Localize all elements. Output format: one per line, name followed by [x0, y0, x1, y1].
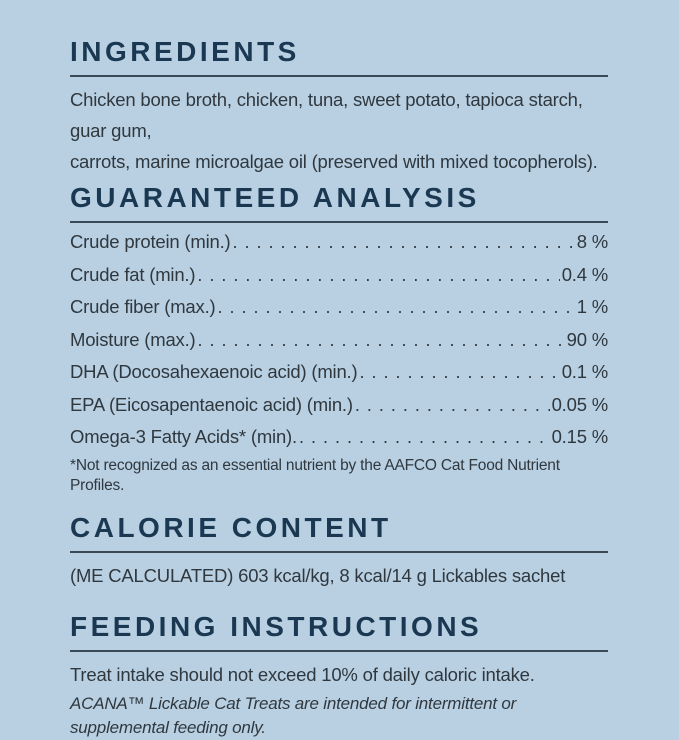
nutrition-label: INGREDIENTS Chicken bone broth, chicken,… — [0, 0, 679, 679]
analysis-label: Crude fiber (max.) — [70, 296, 216, 317]
feeding-instructions-divider — [70, 649, 608, 652]
section-ingredients: INGREDIENTS Chicken bone broth, chicken,… — [70, 38, 608, 177]
dot-leader — [217, 291, 574, 324]
analysis-row: Crude protein (min.) 8 % — [70, 226, 608, 259]
calorie-content-text: (ME CALCULATED) 603 kcal/kg, 8 kcal/14 g… — [70, 564, 566, 586]
guaranteed-analysis-title: GUARANTEED ANALYSIS — [70, 182, 480, 213]
analysis-value: 0.15 % — [551, 426, 609, 447]
feeding-instructions-text: Treat intake should not exceed 10% of da… — [70, 663, 535, 685]
section-feeding-instructions: FEEDING INSTRUCTIONS Treat intake should… — [70, 610, 608, 740]
aafco-footnote: *Not recognized as an essential nutrient… — [70, 456, 560, 494]
analysis-label: DHA (Docosahexaenoic acid) (min.) — [70, 361, 358, 382]
dot-leader — [359, 356, 559, 389]
calorie-content-title: CALORIE CONTENT — [70, 511, 392, 543]
feeding-instructions-title: FEEDING INSTRUCTIONS — [70, 610, 483, 642]
dot-leader — [233, 226, 575, 259]
ingredients-divider — [70, 75, 608, 77]
analysis-row: Moisture (max.) 90 % — [70, 324, 608, 357]
section-calorie-content: CALORIE CONTENT (ME CALCULATED) 603 kcal… — [70, 511, 608, 591]
analysis-row: DHA (Docosahexaenoic acid) (min.) 0.1 % — [70, 356, 608, 389]
dot-leader — [197, 259, 559, 292]
analysis-value: 1 % — [576, 296, 608, 317]
analysis-label: Moisture (max.) — [70, 328, 196, 350]
calorie-content-divider — [70, 550, 608, 553]
supplemental-feeding-note: ACANA™ Lickable Cat Treats are intended … — [70, 693, 517, 737]
analysis-value: 90 % — [566, 328, 609, 350]
analysis-label: Omega-3 Fatty Acids* (min). — [70, 426, 297, 447]
analysis-row: Omega-3 Fatty Acids* (min). 0.15 % — [70, 421, 608, 454]
dot-leader — [299, 421, 550, 454]
analysis-row: Crude fat (min.) 0.4 % — [70, 259, 608, 292]
ingredients-title: INGREDIENTS — [70, 36, 300, 67]
analysis-row: Crude fiber (max.) 1 % — [70, 291, 608, 324]
analysis-row: EPA (Eicosapentaenoic acid) (min.) 0.05 % — [70, 389, 608, 422]
guaranteed-analysis-divider — [70, 221, 608, 223]
analysis-value: 8 % — [576, 231, 608, 252]
ingredients-text: Chicken bone broth, chicken, tuna, sweet… — [70, 89, 598, 172]
dot-leader — [355, 389, 550, 422]
guaranteed-analysis-table: Crude protein (min.) 8 % Crude fat (min.) 0… — [70, 226, 608, 454]
analysis-label: EPA (Eicosapentaenoic acid) (min.) — [70, 393, 353, 415]
analysis-value: 0.05 % — [551, 393, 609, 415]
analysis-label: Crude fat (min.) — [70, 263, 196, 285]
dot-leader — [198, 324, 565, 357]
analysis-value: 0.4 % — [561, 263, 609, 285]
analysis-label: Crude protein (min.) — [70, 231, 231, 252]
section-guaranteed-analysis: GUARANTEED ANALYSIS Crude protein (min.)… — [70, 184, 608, 496]
analysis-value: 0.1 % — [561, 361, 609, 382]
